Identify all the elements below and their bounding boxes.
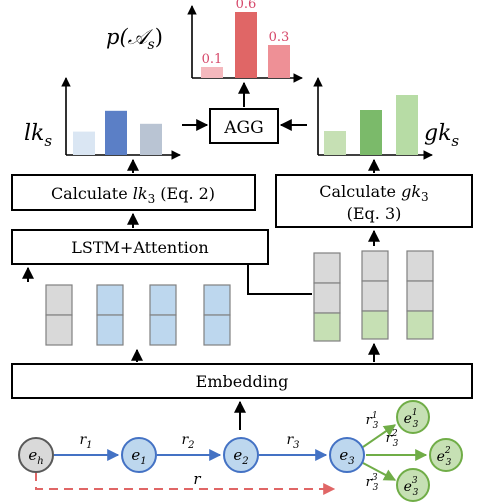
chart-top: p(𝒜s) 0.1 0.6 0.3 [106,0,303,83]
gk-bar-1 [360,110,382,155]
lstm-label: LSTM+Attention [71,238,208,257]
svg-text:e13: e1 3 [404,408,419,430]
leaf-node-e3-3: e3 3 [396,468,430,502]
node-e2: e2 [223,437,259,473]
top-bar-1 [235,12,257,78]
edge-label-r2: r2 [181,432,194,451]
agg-label: AGG [223,118,263,138]
embedding-vector-h [45,284,73,346]
top-bar-label-0: 0.1 [202,52,223,67]
agg-box [209,108,279,144]
chart-lk-label: lks [24,121,52,150]
svg-text:e1: e1 [131,446,146,467]
node-eh: eh [18,437,54,473]
embedding-vector-3 [203,284,231,346]
edge-label-r1: r1 [79,432,92,451]
global-embeddings [313,250,434,342]
svg-text:e33: e3 3 [404,476,419,498]
gk-bar-0 [324,131,346,155]
svg-text:eh: eh [28,446,43,467]
lk-bar-2 [140,123,162,155]
edge-label-r3-3: r3 3 [366,473,379,493]
path-graph: r1 r2 r3 r1 3 r2 3 r3 3 r eh e1 e2 e3 [18,400,463,502]
dashed-relation-label: r [193,470,201,488]
lk-bar-0 [73,131,95,155]
edge-r3-1 [362,424,396,448]
dashed-relation-path [35,472,336,495]
svg-text:e23: e2 3 [437,446,452,468]
embedding-vector-1 [96,284,124,346]
leaf-node-e3-2: e2 3 [429,438,463,472]
top-bar-2 [268,45,290,78]
calc-gk-eq: (Eq. 3) [347,204,402,223]
gk-bar-2 [396,95,418,155]
edge-label-r3-1: r1 3 [366,411,379,431]
global-vector-3 [406,250,434,340]
calc-lk-label: Calculate lk3 (Eq. 2) [51,184,215,206]
top-bar-label-2: 0.3 [269,30,290,45]
edge-label-r3-2: r2 3 [386,429,399,449]
embedding-label: Embedding [196,372,289,391]
global-vector-2 [361,250,389,340]
calc-gk-label: Calculate gk3 [319,182,428,204]
chart-top-title: p(𝒜s) [106,25,163,53]
calc-gk-box [275,174,473,228]
lk-bar-1 [105,110,127,155]
chart-gk: gks [313,77,459,160]
lstm-to-global-connector [247,264,312,295]
local-embeddings [45,284,231,346]
calc-lk-box [11,174,256,211]
node-e3: e3 [329,437,365,473]
embedding-vector-2 [149,284,177,346]
top-bar-label-1: 0.6 [236,0,257,12]
node-e1: e1 [121,437,157,473]
global-vector-1 [313,252,341,342]
lstm-box [11,229,269,265]
chart-lk: lks [24,77,181,160]
svg-text:e3: e3 [339,446,354,467]
chart-gk-label: gks [424,121,459,150]
svg-text:e2: e2 [233,446,248,467]
leaf-node-e3-1: e1 3 [396,400,430,434]
edge-r3-3 [362,462,397,481]
embedding-box [11,363,473,399]
edge-label-r3: r3 [286,432,299,451]
top-bar-0 [201,67,223,78]
